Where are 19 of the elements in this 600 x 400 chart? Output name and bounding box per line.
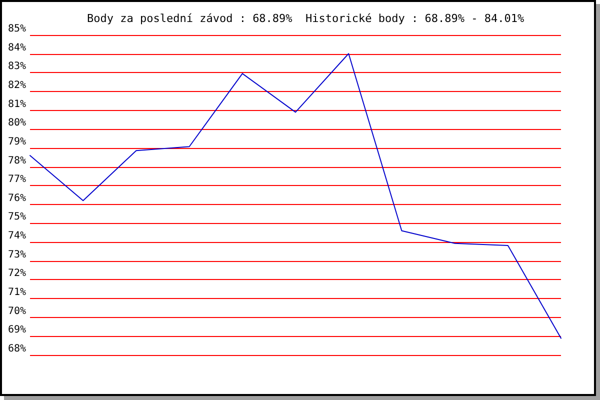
y-tick-label: 72% [8,268,26,280]
y-tick-label: 82% [8,80,26,91]
y-tick-label: 68% [8,344,26,354]
y-tick-label: 75% [8,212,26,223]
y-tick-label: 78% [8,155,26,166]
y-tick-label: 71% [8,287,26,298]
y-tick-label: 79% [8,136,26,148]
y-tick-label: 73% [8,249,26,260]
chart-title: Body za poslední závod : 68.89% Historické body : 68.89% - 84.01% [87,12,524,25]
y-tick-label: 74% [8,230,26,242]
y-tick-label: 84% [8,42,26,54]
y-tick-label: 81% [8,98,26,110]
y-tick-label: 80% [8,118,26,129]
y-tick-label: 69% [8,324,26,336]
y-tick-label: 83% [8,61,26,72]
y-tick-label: 70% [8,306,26,317]
y-tick-label: 76% [8,192,26,204]
y-tick-label: 85% [8,24,26,34]
y-tick-label: 77% [8,174,26,186]
